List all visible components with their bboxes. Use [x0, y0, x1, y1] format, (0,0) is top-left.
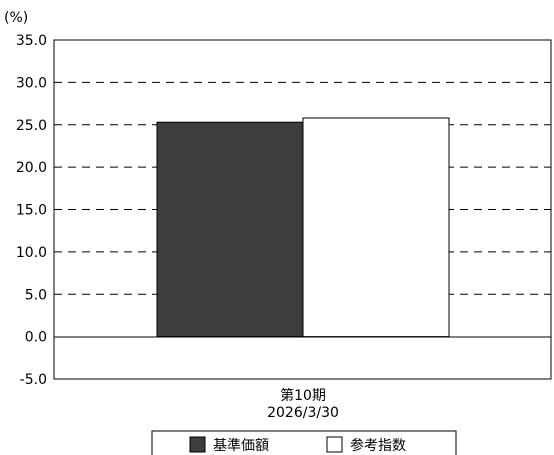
- x-category-label: 第10期: [280, 387, 326, 404]
- y-tick-label: 10.0: [16, 245, 47, 261]
- bar: [302, 117, 450, 338]
- y-tick-label: 25.0: [16, 118, 47, 134]
- y-tick-label: 35.0: [16, 33, 47, 49]
- y-tick-label: 0.0: [25, 330, 47, 346]
- bars: [156, 117, 450, 338]
- y-tick-label: 15.0: [16, 203, 47, 219]
- legend-swatch: [189, 436, 206, 453]
- legend: 基準価額 参考指数: [151, 430, 457, 455]
- legend-label: 基準価額: [213, 437, 269, 454]
- y-tick-label: -5.0: [20, 372, 47, 388]
- legend-swatch: [326, 436, 343, 453]
- x-category-label: 2026/3/30: [267, 405, 339, 421]
- y-tick-label: 30.0: [16, 75, 47, 91]
- legend-label: 参考指数: [350, 437, 406, 454]
- plot-frame: [53, 39, 552, 380]
- y-tick-label: 20.0: [16, 160, 47, 176]
- bar: [156, 121, 304, 338]
- y-tick-label: 5.0: [25, 287, 47, 303]
- y-axis-ticks: 35.0 30.0 25.0 20.0 15.0 10.0 5.0 0.0 -5.0: [16, 33, 47, 388]
- y-axis-unit-label: (%): [4, 10, 28, 26]
